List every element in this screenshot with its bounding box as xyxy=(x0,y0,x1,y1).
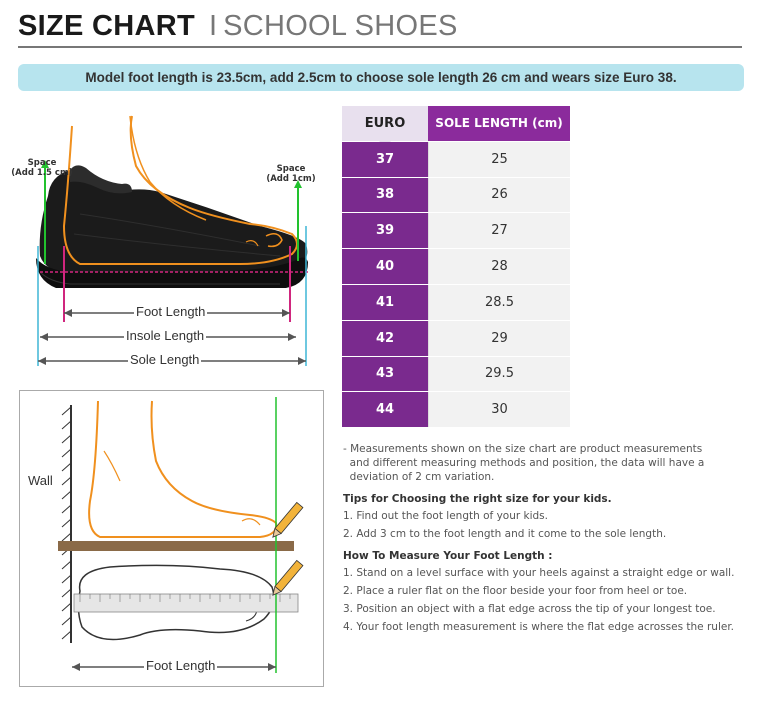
wall-label: Wall xyxy=(26,473,55,488)
sole-cell: 29 xyxy=(428,320,570,356)
euro-cell: 40 xyxy=(342,249,428,284)
title-separator: I xyxy=(209,10,218,42)
disclaimer-line: and different measuring methods and posi… xyxy=(343,457,705,469)
table-row: 43 29.5 xyxy=(342,356,570,393)
tip-item: 2. Add 3 cm to the foot length and it co… xyxy=(343,528,667,540)
disclaimer-line: deviation of 2 cm variation. xyxy=(343,471,495,483)
sole-cell: 28.5 xyxy=(428,284,570,320)
size-table: EURO SOLE LENGTH (cm) 37 25 38 26 39 27 … xyxy=(342,106,570,429)
euro-cell: 41 xyxy=(342,284,428,320)
euro-cell: 43 xyxy=(342,356,428,392)
page-subtitle: SCHOOL SHOES xyxy=(223,10,458,42)
measure-heading: How To Measure Your Foot Length : xyxy=(343,550,553,562)
notes-section: - Measurements shown on the size chart a… xyxy=(343,442,748,638)
space-right-line1: Space xyxy=(276,164,306,174)
euro-cell: 42 xyxy=(342,320,428,356)
sole-length-label: Sole Length xyxy=(128,352,202,367)
sole-cell: 25 xyxy=(428,141,570,177)
measure-foot-length-label: Foot Length xyxy=(144,658,218,673)
space-left-label: Space (Add 1.5 cm) xyxy=(10,158,74,178)
space-left-line1: Space xyxy=(27,158,57,168)
measure-step: 1. Stand on a level surface with your he… xyxy=(343,567,735,579)
foot-length-label: Foot Length xyxy=(134,304,208,319)
sole-cell: 29.5 xyxy=(428,356,570,392)
header-sole-length: SOLE LENGTH (cm) xyxy=(428,106,570,141)
table-row: 39 27 xyxy=(342,213,570,250)
header-euro: EURO xyxy=(342,106,428,147)
measure-step: 3. Position an object with a flat edge a… xyxy=(343,603,716,615)
sole-cell: 26 xyxy=(428,177,570,213)
measure-step: 4. Your foot length measurement is where… xyxy=(343,621,735,633)
sole-cell: 30 xyxy=(428,392,570,428)
euro-cell: 38 xyxy=(342,177,428,213)
table-row: 37 25 xyxy=(342,141,570,178)
measure-illustration xyxy=(58,397,304,673)
table-row: 44 30 xyxy=(342,392,570,429)
page-header: SIZE CHART I SCHOOL SHOES xyxy=(18,10,458,43)
table-header-row: EURO SOLE LENGTH (cm) xyxy=(342,106,570,147)
shoe-diagram: Space (Add 1.5 cm) Space (Add 1cm) Foot … xyxy=(10,96,330,376)
model-info-text: Model foot length is 23.5cm, add 2.5cm t… xyxy=(85,70,677,85)
insole-length-label: Insole Length xyxy=(124,328,207,343)
space-right-line2: (Add 1cm) xyxy=(266,174,316,184)
sole-cell: 27 xyxy=(428,213,570,249)
table-row: 42 29 xyxy=(342,320,570,357)
tips-heading: Tips for Choosing the right size for you… xyxy=(343,493,612,505)
measure-step: 2. Place a ruler flat on the floor besid… xyxy=(343,585,688,597)
table-row: 38 26 xyxy=(342,177,570,214)
euro-cell: 39 xyxy=(342,213,428,249)
space-right-label: Space (Add 1cm) xyxy=(260,164,322,184)
table-row: 41 28.5 xyxy=(342,284,570,321)
page-title: SIZE CHART xyxy=(18,10,195,42)
model-info-banner: Model foot length is 23.5cm, add 2.5cm t… xyxy=(18,64,744,91)
euro-cell: 44 xyxy=(342,392,428,428)
disclaimer-line: - Measurements shown on the size chart a… xyxy=(343,443,703,455)
tip-item: 1. Find out the foot length of your kids… xyxy=(343,510,548,522)
header-divider xyxy=(18,46,742,48)
space-left-line2: (Add 1.5 cm) xyxy=(11,168,73,178)
table-row: 40 28 xyxy=(342,249,570,285)
sole-cell: 28 xyxy=(428,249,570,284)
measure-diagram: Wall Foot Length xyxy=(19,390,324,687)
euro-cell: 37 xyxy=(342,141,428,177)
